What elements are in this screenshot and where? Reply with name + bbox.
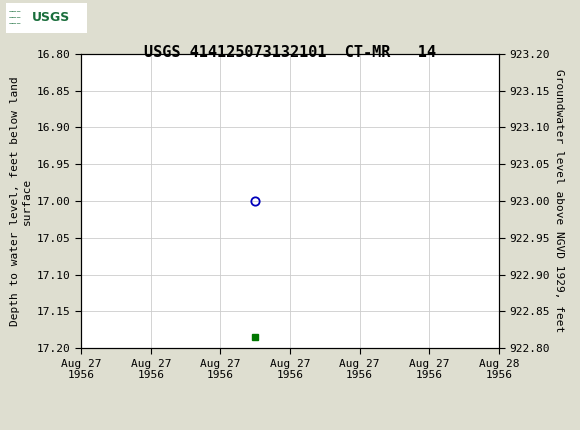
Y-axis label: Depth to water level, feet below land
surface: Depth to water level, feet below land su… xyxy=(10,76,31,326)
Text: USGS 414125073132101  CT-MR   14: USGS 414125073132101 CT-MR 14 xyxy=(144,45,436,60)
Bar xyxy=(6,3,87,33)
Text: ~~~: ~~~ xyxy=(9,15,21,22)
Text: ~~~: ~~~ xyxy=(9,22,21,28)
Y-axis label: Groundwater level above NGVD 1929, feet: Groundwater level above NGVD 1929, feet xyxy=(553,69,564,333)
Text: USGS: USGS xyxy=(32,11,70,25)
Text: ~~~: ~~~ xyxy=(9,9,21,15)
